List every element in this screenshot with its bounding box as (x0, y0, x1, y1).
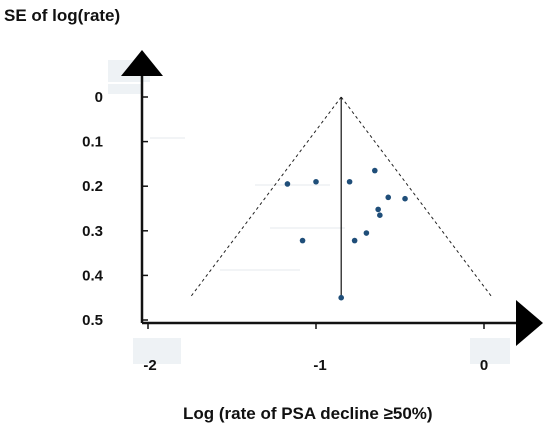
tick-labels: 0 0.1 0.2 0.3 0.4 0.5 -2 -1 0 (82, 89, 488, 374)
data-point-0 (284, 181, 291, 187)
data-point-6 (375, 206, 381, 213)
funnel-left-limit (189, 96, 342, 299)
background-patch-2 (470, 338, 510, 364)
y-tick-label-0: 0 (95, 89, 103, 106)
axes (121, 50, 543, 346)
funnel-right-limit (340, 96, 493, 299)
y-tick-label-1: 0.1 (82, 134, 103, 151)
y-tick-label-5: 0.5 (82, 312, 103, 329)
y-tick-label-4: 0.4 (82, 267, 104, 284)
data-points (284, 167, 408, 301)
data-point-9 (351, 237, 358, 244)
plot-decor (108, 60, 510, 364)
background-patch-3 (108, 84, 143, 94)
x-tick-label-0: -2 (143, 357, 156, 374)
y-axis-title: SE of log(rate) (4, 6, 121, 25)
data-point-8 (363, 230, 370, 236)
data-point-3 (372, 167, 378, 174)
x-tick-label-2: 0 (480, 357, 488, 374)
y-tick-label-3: 0.3 (82, 223, 103, 240)
y-axis-arrow (121, 50, 163, 76)
data-point-7 (377, 212, 383, 218)
data-point-1 (313, 178, 319, 185)
data-point-10 (299, 237, 306, 244)
background-patch-1 (133, 338, 181, 364)
data-point-4 (385, 194, 392, 201)
x-tick-label-1: -1 (313, 357, 326, 374)
funnel-lines (189, 96, 493, 299)
data-point-11 (338, 294, 345, 301)
x-axis-arrow (516, 300, 543, 346)
y-tick-label-2: 0.2 (82, 178, 103, 195)
data-point-2 (346, 178, 353, 185)
data-point-5 (402, 195, 408, 202)
x-axis-title: Log (rate of PSA decline ≥50%) (183, 404, 433, 423)
